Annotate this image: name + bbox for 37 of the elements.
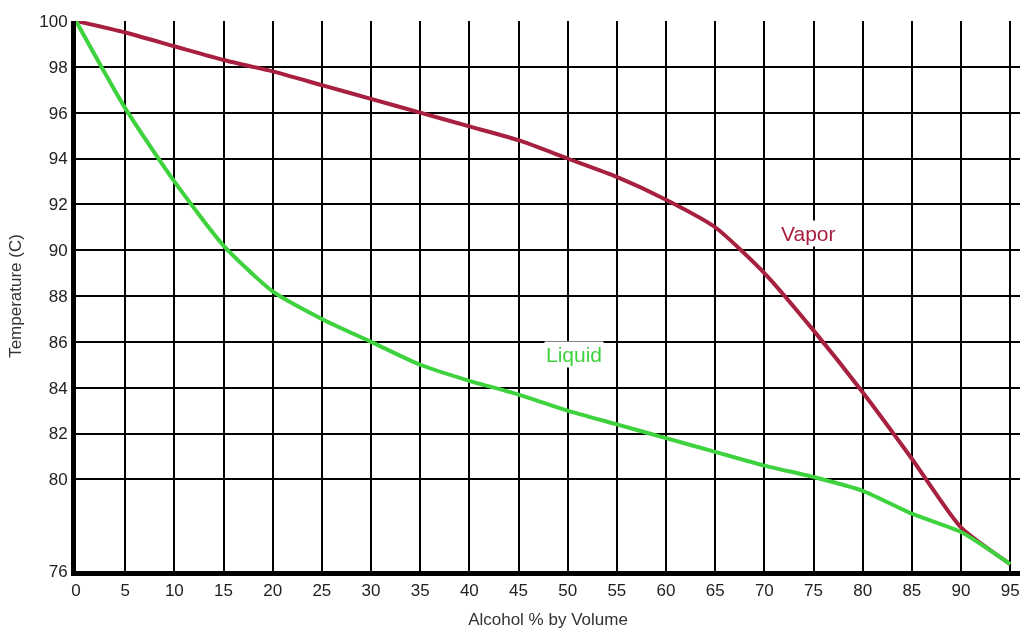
- x-tick-label: 40: [459, 581, 479, 601]
- y-tick-label: 96: [48, 103, 68, 123]
- y-tick-label: 80: [48, 470, 68, 490]
- y-tick-label: 90: [48, 241, 68, 261]
- y-axis-title: Temperature (C): [5, 234, 25, 358]
- x-tick-label: 85: [902, 581, 922, 601]
- x-tick-label: 5: [120, 581, 130, 601]
- x-tick-label: 30: [361, 581, 381, 601]
- y-tick-label: 82: [48, 424, 68, 444]
- y-tick-label: 86: [48, 332, 68, 352]
- x-tick-label: 45: [509, 581, 528, 601]
- x-tick-label: 25: [312, 581, 332, 601]
- x-tick-label: 75: [804, 581, 823, 601]
- x-tick-label: 50: [558, 581, 578, 601]
- y-tick-label: 94: [48, 149, 68, 169]
- x-tick-label: 20: [263, 581, 283, 601]
- y-tick-label: 100: [39, 11, 68, 31]
- x-tick-label: 70: [754, 581, 774, 601]
- y-tick-label: 84: [48, 378, 68, 398]
- x-tick-label: 35: [410, 581, 430, 601]
- x-tick-label: 65: [705, 581, 725, 601]
- x-tick-label: 80: [853, 581, 873, 601]
- y-tick-label: 88: [48, 286, 68, 306]
- x-tick-label: 10: [164, 581, 184, 601]
- x-tick-label: 95: [1000, 581, 1020, 601]
- x-tick-label: 55: [607, 581, 627, 601]
- line-series: [76, 21, 1013, 567]
- x-tick-label: 15: [214, 581, 233, 601]
- y-tick-label: 76: [48, 561, 68, 581]
- y-tick-label: 92: [48, 195, 68, 215]
- x-tick-label: 60: [656, 581, 676, 601]
- x-axis-title: Alcohol % by Volume: [468, 609, 628, 629]
- series-label: Liquid: [546, 343, 603, 366]
- series-label: Vapor: [781, 222, 836, 245]
- x-tick-label: 90: [951, 581, 971, 601]
- x-tick-label: 0: [71, 581, 81, 601]
- y-tick-label: 98: [48, 57, 68, 77]
